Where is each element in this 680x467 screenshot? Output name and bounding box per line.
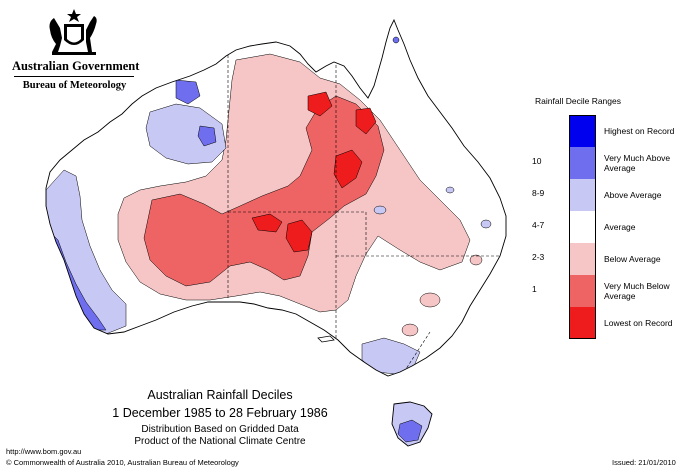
legend-item: Highest on Record: [532, 115, 677, 147]
legend-label: Below Average: [604, 254, 661, 264]
logo-divider: [14, 76, 134, 77]
very-much-above-region: [197, 125, 217, 147]
above-average-patch: [480, 219, 492, 229]
legend-swatch: [569, 147, 596, 179]
legend-title: Rainfall Decile Ranges: [535, 96, 621, 106]
legend-range: 8-9: [532, 188, 545, 198]
legend-item: 2-3 Below Average: [532, 243, 677, 275]
lowest-record-patch: [251, 213, 283, 233]
above-average-region: [145, 103, 227, 165]
below-average-patch: [401, 323, 419, 337]
legend-label: Above Average: [604, 190, 662, 200]
map-note-product: Product of the National Climate Centre: [134, 436, 306, 447]
issued-date: Issued: 21/01/2010: [612, 458, 676, 467]
legend-range: 10: [532, 156, 542, 166]
coastline: [45, 18, 507, 377]
below-average-patch: [419, 292, 441, 308]
legend-label: Very Much Above Average: [604, 153, 671, 173]
very-much-above-region: [175, 79, 201, 105]
legend-item: 8-9 Above Average: [532, 179, 677, 211]
below-average-patch: [469, 254, 483, 266]
legend-swatch: [569, 179, 596, 211]
tasmania-very-much-above: [397, 419, 423, 443]
above-average-patch: [445, 186, 455, 194]
map-title: Australian Rainfall Deciles: [147, 388, 293, 402]
bom-url-link[interactable]: http://www.bom.gov.au: [6, 447, 82, 456]
legend-label: Highest on Record: [604, 126, 675, 136]
legend-item: 4-7 Average: [532, 211, 677, 243]
legend-swatch: [569, 275, 596, 307]
legend-item: Lowest on Record: [532, 307, 677, 339]
map-note-distribution: Distribution Based on Gridded Data: [141, 424, 299, 435]
legend-item: 1 Very Much Below Average: [532, 275, 677, 307]
lowest-record-patch: [307, 91, 333, 117]
map-period: 1 December 1985 to 28 February 1986: [112, 406, 328, 420]
government-name: Australian Government: [12, 59, 140, 73]
legend-range: 2-3: [532, 252, 545, 262]
bureau-name: Bureau of Meteorology: [22, 80, 127, 91]
legend-item: 10 Very Much Above Average: [532, 147, 677, 179]
lowest-record-patch: [355, 107, 377, 135]
legend-label: Very Much Below Average: [604, 281, 670, 301]
lowest-record-patch: [333, 149, 363, 189]
legend-swatch: [569, 115, 596, 147]
kangaroo-island: [317, 335, 335, 343]
legend-range: 4-7: [532, 220, 545, 230]
very-much-above-patch: [392, 36, 400, 44]
above-average-patch: [373, 205, 387, 215]
state-borders: [227, 40, 506, 373]
legend-label: Average: [604, 222, 636, 232]
very-much-below-region: [143, 95, 385, 287]
rainfall-decile-map: [45, 18, 507, 447]
legend-label: Lowest on Record: [604, 318, 673, 328]
legend-swatch: [569, 211, 596, 243]
coat-of-arms-icon: [49, 9, 97, 55]
legend-swatch: [569, 243, 596, 275]
legend-swatch: [569, 307, 596, 339]
lowest-record-patch: [285, 219, 313, 253]
legend-range: 1: [532, 284, 537, 294]
copyright-text: © Commonwealth of Australia 2010, Austra…: [6, 458, 239, 467]
